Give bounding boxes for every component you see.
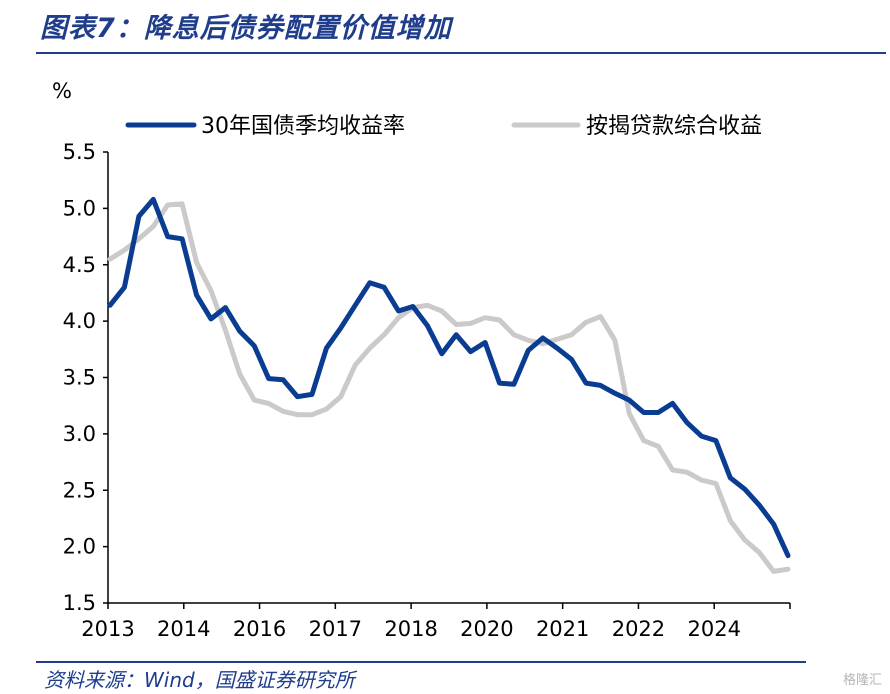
y-tick-label: 5.5	[63, 140, 96, 164]
x-tick-label: 2022	[612, 617, 665, 641]
x-tick-label: 2020	[460, 617, 513, 641]
y-tick-label: 3.0	[63, 422, 96, 446]
source-note: 资料来源：Wind，国盛证券研究所	[44, 668, 355, 692]
figure-title: 图表7：降息后债券配置价值增加	[40, 13, 452, 44]
y-axis-unit-label: %	[52, 79, 72, 103]
x-tick-label: 2013	[81, 617, 134, 641]
x-tick-label: 2024	[687, 617, 740, 641]
x-tick-label: 2018	[384, 617, 437, 641]
x-tick-label: 2021	[536, 617, 589, 641]
watermark: 格隆汇	[842, 673, 882, 688]
source-rule	[36, 661, 806, 663]
series-line-1	[107, 196, 791, 559]
y-tick-label: 4.0	[63, 309, 96, 333]
y-tick-label: 2.5	[63, 478, 96, 502]
y-tick-label: 2.0	[63, 535, 96, 559]
legend-label-2: 按揭贷款综合收益	[586, 114, 762, 139]
title-rule	[36, 52, 886, 54]
y-tick-label: 4.5	[63, 253, 96, 277]
x-tick-label: 2014	[157, 617, 210, 641]
legend-label-1: 30年国债季均收益率	[201, 114, 405, 139]
x-tick-label: 2016	[233, 617, 286, 641]
y-tick-label: 5.0	[63, 196, 96, 220]
y-tick-label: 3.5	[63, 366, 96, 390]
y-tick-label: 1.5	[63, 591, 96, 615]
x-tick-label: 2017	[309, 617, 362, 641]
series-line-2	[107, 201, 791, 574]
